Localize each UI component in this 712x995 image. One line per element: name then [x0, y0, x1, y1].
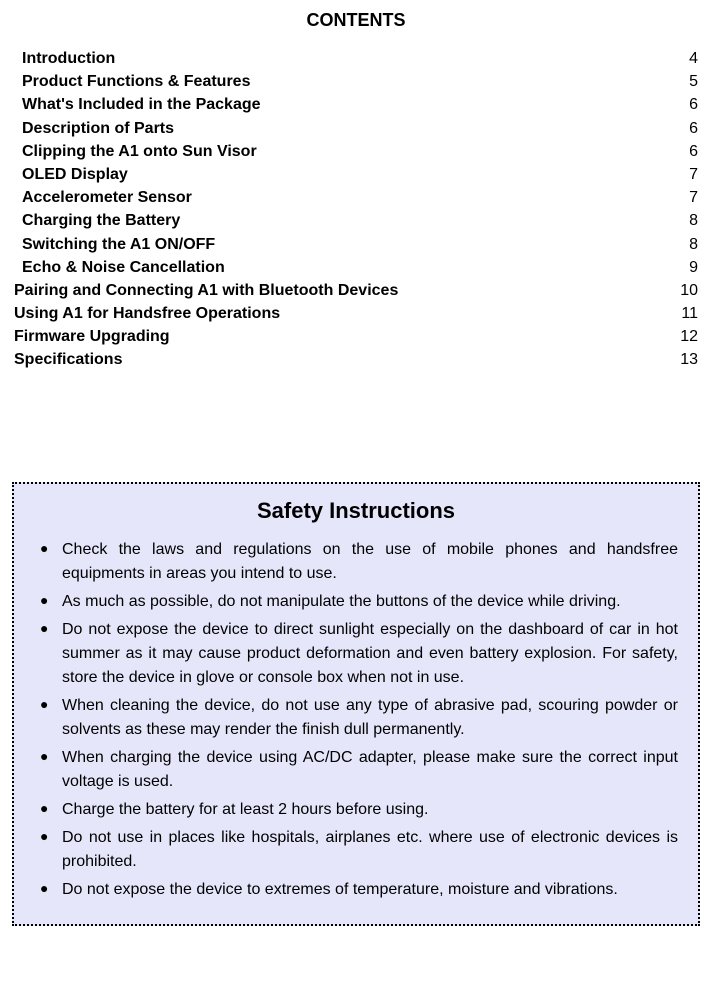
- toc-page: 7: [674, 186, 698, 209]
- safety-item: When cleaning the device, do not use any…: [34, 694, 678, 742]
- toc-row: Introduction 4: [14, 47, 698, 70]
- toc-page: 12: [674, 325, 698, 348]
- safety-item: Do not use in places like hospitals, air…: [34, 826, 678, 874]
- toc-row: Charging the Battery 8: [14, 209, 698, 232]
- toc-row: Switching the A1 ON/OFF 8: [14, 233, 698, 256]
- toc-page: 11: [674, 302, 698, 325]
- toc-title: Switching the A1 ON/OFF: [22, 233, 215, 256]
- toc-title: Using A1 for Handsfree Operations: [14, 302, 280, 325]
- safety-heading: Safety Instructions: [34, 498, 678, 524]
- toc-title: What's Included in the Package: [22, 93, 261, 116]
- safety-item: Check the laws and regulations on the us…: [34, 538, 678, 586]
- toc-row: Accelerometer Sensor 7: [14, 186, 698, 209]
- toc-page: 8: [674, 233, 698, 256]
- spacer: [14, 372, 698, 482]
- toc-title: Clipping the A1 onto Sun Visor: [22, 140, 257, 163]
- toc-page: 7: [674, 163, 698, 186]
- toc-row: Description of Parts 6: [14, 117, 698, 140]
- safety-item: Do not expose the device to direct sunli…: [34, 618, 678, 690]
- toc-row: Echo & Noise Cancellation 9: [14, 256, 698, 279]
- toc-page: 9: [674, 256, 698, 279]
- toc-page: 6: [674, 140, 698, 163]
- safety-item: When charging the device using AC/DC ada…: [34, 746, 678, 794]
- toc-page: 6: [674, 93, 698, 116]
- toc-title: Accelerometer Sensor: [22, 186, 192, 209]
- toc-row: What's Included in the Package 6: [14, 93, 698, 116]
- table-of-contents: Introduction 4 Product Functions & Featur…: [14, 47, 698, 372]
- toc-title: Product Functions & Features: [22, 70, 250, 93]
- toc-title: Introduction: [22, 47, 115, 70]
- toc-row: OLED Display 7: [14, 163, 698, 186]
- safety-instructions-box: Safety Instructions Check the laws and r…: [12, 482, 700, 926]
- toc-title: Firmware Upgrading: [14, 325, 170, 348]
- safety-item: Charge the battery for at least 2 hours …: [34, 798, 678, 822]
- toc-row: Clipping the A1 onto Sun Visor 6: [14, 140, 698, 163]
- toc-row: Using A1 for Handsfree Operations 11: [14, 302, 698, 325]
- safety-item: Do not expose the device to extremes of …: [34, 878, 678, 902]
- toc-page: 4: [674, 47, 698, 70]
- toc-page: 13: [674, 348, 698, 371]
- toc-title: Pairing and Connecting A1 with Bluetooth…: [14, 279, 398, 302]
- toc-page: 8: [674, 209, 698, 232]
- toc-row: Firmware Upgrading 12: [14, 325, 698, 348]
- toc-title: Specifications: [14, 348, 122, 371]
- toc-row: Product Functions & Features 5: [14, 70, 698, 93]
- toc-page: 6: [674, 117, 698, 140]
- toc-row: Pairing and Connecting A1 with Bluetooth…: [14, 279, 698, 302]
- toc-title: OLED Display: [22, 163, 128, 186]
- contents-heading: CONTENTS: [14, 10, 698, 31]
- safety-item: As much as possible, do not manipulate t…: [34, 590, 678, 614]
- toc-page: 5: [674, 70, 698, 93]
- toc-title: Echo & Noise Cancellation: [22, 256, 225, 279]
- toc-row: Specifications 13: [14, 348, 698, 371]
- toc-title: Description of Parts: [22, 117, 174, 140]
- toc-title: Charging the Battery: [22, 209, 180, 232]
- safety-list: Check the laws and regulations on the us…: [34, 538, 678, 902]
- toc-page: 10: [674, 279, 698, 302]
